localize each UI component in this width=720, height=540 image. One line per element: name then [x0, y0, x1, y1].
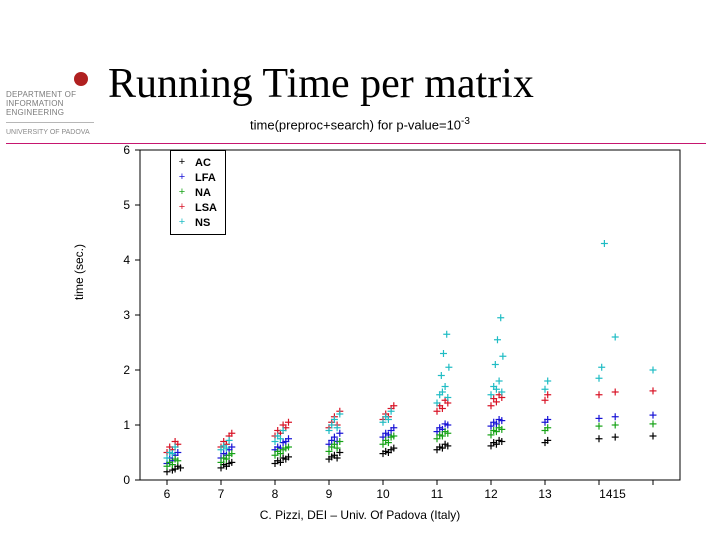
chart-legend: + AC + LFA + NA + LSA + NS: [170, 150, 226, 235]
legend-item: + AC: [177, 155, 217, 170]
legend-label: NS: [195, 217, 210, 229]
svg-text:12: 12: [484, 487, 498, 500]
logo-line: INFORMATION: [6, 99, 94, 108]
legend-marker-icon: +: [177, 157, 187, 168]
svg-text:9: 9: [326, 487, 333, 500]
legend-item: + LSA: [177, 200, 217, 215]
svg-text:3: 3: [123, 308, 130, 322]
svg-text:6: 6: [123, 143, 130, 157]
chart-title-exp: -3: [461, 116, 470, 127]
legend-item: + NA: [177, 185, 217, 200]
slide-title: Running Time per matrix: [108, 60, 534, 108]
svg-text:1: 1: [123, 418, 130, 432]
logo-dept-text: DEPARTMENT OF INFORMATION ENGINEERING: [6, 90, 94, 118]
svg-text:8: 8: [272, 487, 279, 500]
svg-text:1415: 1415: [599, 487, 626, 500]
svg-text:11: 11: [431, 487, 444, 500]
chart-title: time(preproc+search) for p-value=10-3: [0, 116, 720, 132]
svg-text:6: 6: [164, 487, 171, 500]
y-axis-label: time (sec.): [72, 244, 86, 300]
svg-text:4: 4: [123, 253, 130, 267]
svg-text:7: 7: [218, 487, 225, 500]
logo-line: DEPARTMENT OF: [6, 90, 94, 99]
legend-item: + LFA: [177, 170, 217, 185]
legend-label: AC: [195, 157, 211, 169]
svg-text:13: 13: [538, 487, 552, 500]
legend-label: LFA: [195, 172, 216, 184]
slide-footer: C. Pizzi, DEI – Univ. Of Padova (Italy): [0, 508, 720, 522]
chart-title-text: time(preproc+search) for p-value=10: [250, 117, 461, 132]
legend-item: + NS: [177, 215, 217, 230]
svg-text:2: 2: [123, 363, 130, 377]
legend-marker-icon: +: [177, 172, 187, 183]
legend-marker-icon: +: [177, 217, 187, 228]
legend-marker-icon: +: [177, 202, 187, 213]
svg-text:0: 0: [123, 473, 130, 487]
logo-dot-icon: [74, 72, 88, 86]
legend-label: NA: [195, 187, 211, 199]
legend-label: LSA: [195, 202, 217, 214]
legend-marker-icon: +: [177, 187, 187, 198]
svg-text:10: 10: [376, 487, 390, 500]
svg-text:5: 5: [123, 198, 130, 212]
